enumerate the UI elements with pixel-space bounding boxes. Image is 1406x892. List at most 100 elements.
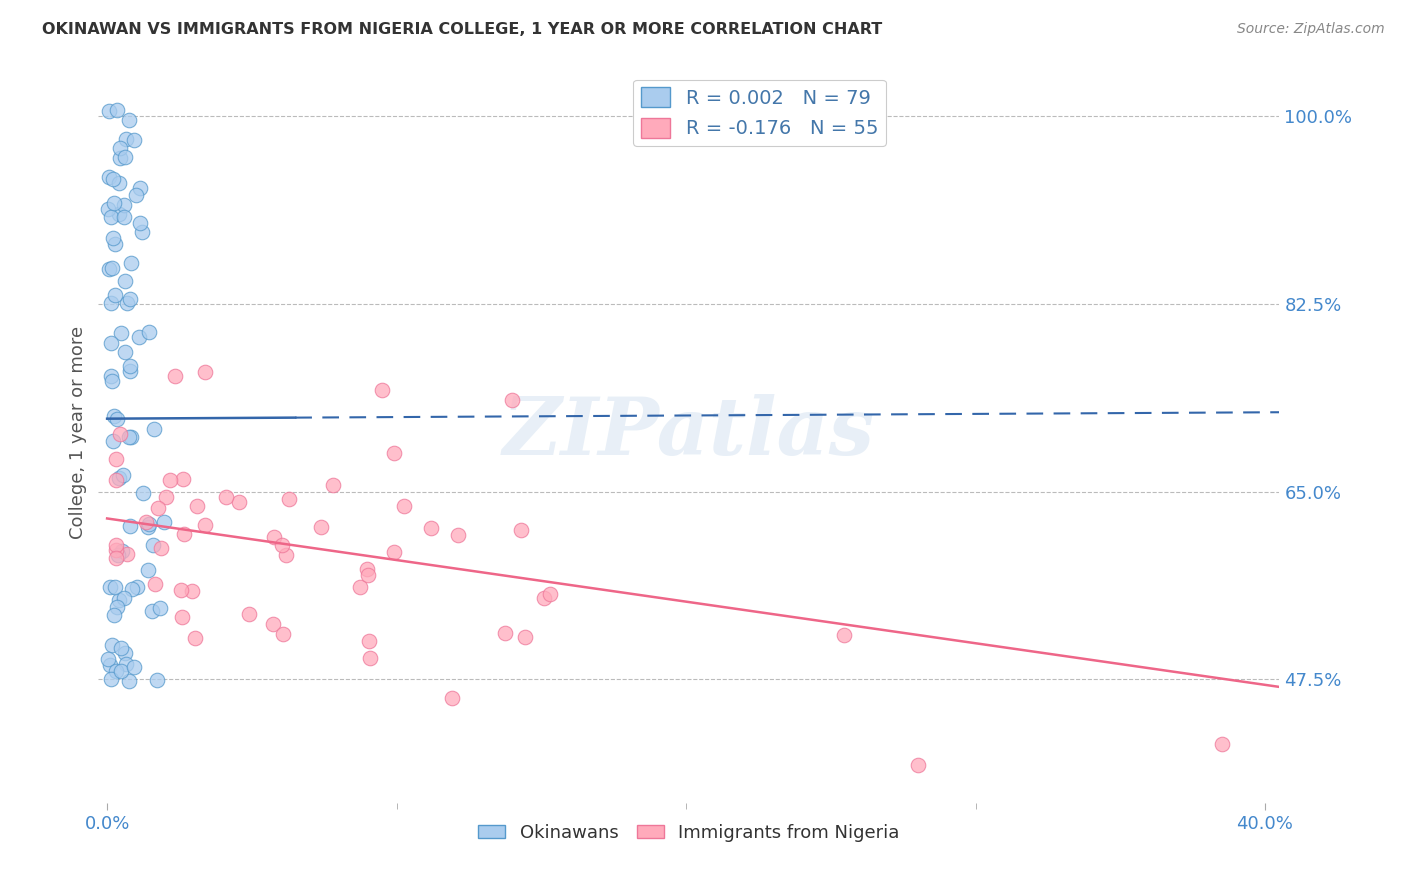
Point — [100, 210, 122, 224]
Point — [356, 568, 378, 582]
Point — [104, 538, 127, 552]
Point — [132, 485, 155, 500]
Point — [215, 490, 238, 504]
Point — [832, 628, 855, 642]
Point — [356, 562, 378, 576]
Point — [112, 210, 135, 224]
Point — [103, 434, 125, 449]
Point — [515, 630, 537, 644]
Point — [105, 665, 128, 679]
Point — [97, 202, 120, 216]
Point — [262, 616, 284, 631]
Text: ZIPatlas: ZIPatlas — [503, 394, 875, 471]
Point — [105, 599, 128, 614]
Point — [101, 172, 124, 186]
Point — [114, 646, 136, 660]
Point — [136, 563, 159, 577]
Point — [359, 633, 381, 648]
Point — [120, 256, 142, 270]
Point — [138, 325, 160, 339]
Point — [446, 528, 468, 542]
Point — [104, 452, 127, 467]
Y-axis label: College, 1 year or more: College, 1 year or more — [69, 326, 87, 539]
Point — [371, 383, 394, 397]
Point — [122, 133, 145, 147]
Point — [105, 103, 128, 117]
Point — [114, 344, 136, 359]
Point — [100, 580, 122, 594]
Point — [101, 374, 124, 388]
Point — [125, 188, 148, 202]
Point — [112, 468, 135, 483]
Point — [100, 638, 122, 652]
Point — [118, 430, 141, 444]
Point — [104, 237, 127, 252]
Point — [271, 538, 294, 552]
Point — [533, 591, 555, 605]
Point — [118, 673, 141, 688]
Point — [111, 544, 134, 558]
Point — [141, 603, 163, 617]
Point — [440, 691, 463, 706]
Point — [194, 365, 217, 379]
Point — [103, 607, 125, 622]
Point — [510, 523, 533, 537]
Point — [159, 473, 181, 487]
Point — [107, 471, 129, 485]
Point — [122, 660, 145, 674]
Point — [120, 359, 142, 374]
Point — [359, 651, 381, 665]
Point — [110, 664, 132, 678]
Point — [155, 491, 177, 505]
Point — [104, 473, 127, 487]
Point — [121, 582, 143, 597]
Point — [131, 225, 153, 239]
Point — [108, 151, 131, 165]
Point — [142, 538, 165, 552]
Point — [108, 141, 131, 155]
Point — [108, 176, 131, 190]
Point — [382, 545, 405, 559]
Point — [103, 409, 125, 424]
Point — [98, 658, 121, 673]
Point — [420, 521, 443, 535]
Point — [104, 580, 127, 594]
Point — [150, 541, 173, 555]
Point — [136, 520, 159, 534]
Point — [349, 580, 371, 594]
Text: OKINAWAN VS IMMIGRANTS FROM NIGERIA COLLEGE, 1 YEAR OR MORE CORRELATION CHART: OKINAWAN VS IMMIGRANTS FROM NIGERIA COLL… — [42, 22, 883, 37]
Point — [118, 112, 141, 127]
Point — [105, 412, 128, 426]
Point — [149, 601, 172, 615]
Point — [107, 548, 129, 562]
Point — [112, 198, 135, 212]
Point — [907, 758, 929, 772]
Point — [100, 672, 122, 686]
Point — [103, 196, 125, 211]
Point — [143, 422, 166, 436]
Point — [118, 364, 141, 378]
Point — [271, 627, 294, 641]
Point — [97, 103, 120, 118]
Point — [146, 673, 169, 687]
Point — [309, 520, 332, 534]
Point — [169, 582, 191, 597]
Point — [100, 369, 122, 384]
Point — [146, 501, 169, 516]
Point — [104, 288, 127, 302]
Point — [110, 326, 132, 340]
Point — [120, 293, 142, 307]
Point — [101, 231, 124, 245]
Point — [115, 296, 138, 310]
Point — [115, 657, 138, 672]
Point — [107, 207, 129, 221]
Point — [184, 631, 207, 645]
Point — [501, 393, 523, 408]
Point — [186, 499, 208, 513]
Point — [128, 330, 150, 344]
Point — [278, 492, 301, 507]
Point — [173, 526, 195, 541]
Point — [101, 260, 124, 275]
Point — [238, 607, 260, 621]
Point — [129, 181, 152, 195]
